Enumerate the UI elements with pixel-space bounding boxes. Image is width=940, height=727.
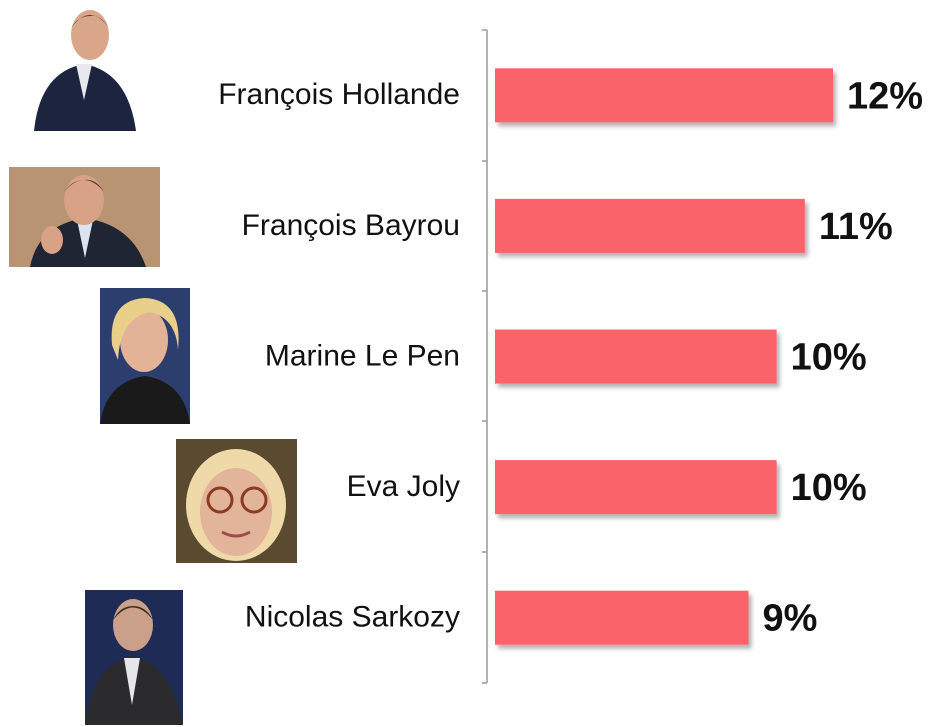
- value-label: 11%: [819, 206, 893, 248]
- category-label: Nicolas Sarkozy: [245, 601, 460, 634]
- bar: [495, 329, 777, 384]
- value-label: 10%: [791, 467, 867, 509]
- bar: [495, 68, 833, 123]
- value-label: 12%: [847, 75, 923, 117]
- category-label: François Hollande: [218, 78, 460, 111]
- portrait: [100, 288, 190, 424]
- category-label: François Bayrou: [242, 209, 460, 242]
- portrait: [176, 439, 297, 563]
- value-label: 10%: [791, 337, 867, 379]
- bar: [495, 198, 805, 253]
- category-label: Eva Joly: [347, 470, 460, 503]
- bar: [495, 590, 749, 645]
- portrait: [9, 167, 160, 267]
- category-label: Marine Le Pen: [265, 339, 460, 372]
- bar: [495, 460, 777, 515]
- axis: [482, 29, 488, 684]
- portrait: [30, 5, 138, 131]
- value-label: 9%: [763, 598, 818, 640]
- portrait: [85, 590, 183, 725]
